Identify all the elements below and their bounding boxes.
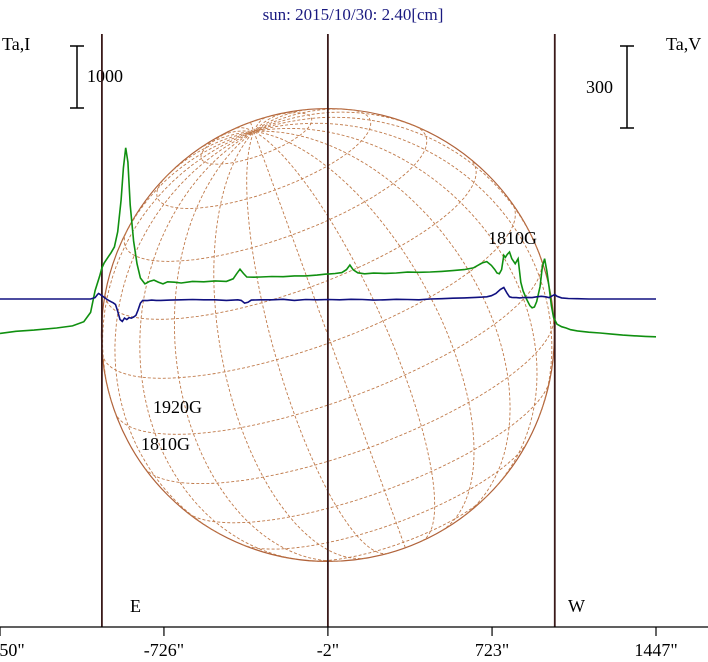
right-scale-bar-label: 300 bbox=[586, 77, 613, 97]
left-scale-bar-label: 1000 bbox=[87, 66, 123, 86]
solar-grid-latitude bbox=[144, 319, 555, 485]
west-limb-label: W bbox=[568, 596, 585, 616]
x-tick-label-3: 723" bbox=[475, 640, 509, 660]
x-tick-label-2: -2" bbox=[317, 640, 339, 660]
solar-grid-latitude bbox=[200, 112, 313, 165]
solar-grid-longitude bbox=[165, 131, 254, 178]
solar-grid-longitude bbox=[253, 112, 285, 132]
solar-grid-longitude bbox=[253, 109, 307, 132]
series-ta-v-line bbox=[0, 286, 656, 323]
solar-grid-longitude bbox=[139, 131, 296, 560]
x-tick-label-0: -1450" bbox=[0, 640, 25, 660]
solar-grid-longitude bbox=[253, 116, 542, 258]
solar-grid-longitude bbox=[120, 131, 254, 243]
limb-and-center-lines bbox=[100, 34, 556, 627]
solar-grid-latitude bbox=[123, 126, 428, 262]
solar-grid-longitude bbox=[253, 131, 406, 548]
solar-grid-longitude bbox=[114, 131, 254, 535]
x-axis: -1450" -726" -2" 723" 1447" bbox=[0, 626, 708, 660]
solar-grid-longitude bbox=[246, 131, 389, 555]
solar-grid-longitude bbox=[213, 131, 366, 560]
x-tick-label-4: 1447" bbox=[634, 640, 677, 660]
solar-grid-longitude bbox=[253, 117, 266, 132]
solar-disk bbox=[100, 107, 555, 563]
annotation-1810g-east: 1810G bbox=[141, 434, 190, 454]
solar-grid-latitude bbox=[105, 158, 477, 320]
solar-grid-latitude bbox=[241, 440, 529, 550]
right-axis-label: Ta,V bbox=[666, 34, 701, 54]
solar-grid-latitude bbox=[188, 382, 550, 524]
left-axis-label: Ta,I bbox=[2, 34, 30, 54]
solar-grid-latitude bbox=[101, 204, 516, 379]
right-scale-bar: 300 bbox=[586, 45, 634, 129]
solar-grid-longitude bbox=[253, 122, 553, 418]
solar-grid-longitude bbox=[198, 131, 254, 150]
left-scale-bar: 1000 bbox=[70, 45, 123, 109]
x-tick-label-1: -726" bbox=[144, 640, 184, 660]
x-axis-ticks: -1450" -726" -2" 723" 1447" bbox=[0, 627, 678, 660]
solar-grid-longitude bbox=[102, 131, 254, 402]
solar-grid-longitude bbox=[236, 127, 254, 132]
solar-grid-longitude bbox=[253, 130, 511, 517]
solar-grid-longitude bbox=[253, 127, 538, 487]
east-limb-label: E bbox=[130, 596, 141, 616]
solar-grid-longitude bbox=[253, 108, 351, 132]
annotation-1810g-west: 1810G bbox=[488, 228, 537, 248]
series-ta-i-line bbox=[0, 147, 657, 338]
annotation-1920g: 1920G bbox=[153, 397, 202, 417]
solar-grid-longitude bbox=[253, 131, 475, 531]
solar-grid-longitude bbox=[218, 130, 254, 138]
solar-grid-longitude bbox=[173, 131, 341, 562]
chart-title: sun: 2015/10/30: 2.40[cm] bbox=[263, 5, 444, 24]
solar-grid-longitude bbox=[253, 131, 436, 542]
solar-grid-longitude bbox=[250, 122, 255, 132]
